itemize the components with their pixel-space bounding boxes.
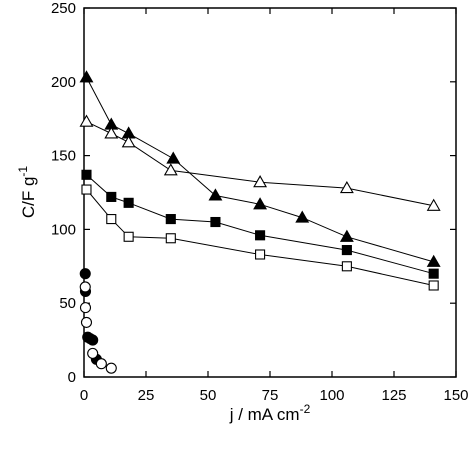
data-point: [341, 261, 352, 272]
data-point: [79, 70, 94, 83]
y-axis-title-exponent: -1: [16, 166, 30, 177]
x-tick-label: 50: [200, 387, 217, 404]
data-point: [87, 347, 99, 359]
data-point: [87, 334, 99, 346]
y-axis-title: C/F g-1: [16, 166, 38, 219]
data-point: [80, 316, 93, 328]
series-triangle-open: [79, 114, 441, 211]
plot-frame: [83, 7, 457, 378]
x-tick-label: 100: [319, 387, 344, 404]
data-point: [79, 281, 91, 293]
data-point: [426, 254, 441, 267]
series-triangle-filled: [79, 70, 441, 267]
data-point: [255, 249, 266, 260]
series-square-filled: [81, 169, 439, 279]
data-point: [339, 229, 354, 242]
x-tick-label: 75: [262, 387, 279, 404]
data-point: [123, 197, 134, 208]
data-point: [428, 280, 439, 291]
data-point: [339, 180, 354, 194]
data-point: [105, 362, 117, 374]
x-tick-label: 0: [80, 387, 88, 404]
series-square-open: [81, 184, 439, 291]
data-point: [341, 245, 352, 256]
x-axis-title-exponent: -2: [300, 402, 311, 416]
data-point: [253, 197, 268, 210]
x-tick-label: 25: [138, 387, 155, 404]
data-point: [255, 230, 266, 241]
data-point: [166, 151, 181, 164]
data-point: [121, 135, 136, 148]
x-tick-label: 125: [381, 387, 406, 404]
data-point: [163, 163, 178, 176]
y-tick-label: 0: [68, 369, 76, 386]
series-circle-open: [79, 281, 117, 374]
data-point: [106, 214, 117, 225]
y-tick-label: 200: [51, 74, 76, 91]
data-point: [79, 114, 94, 127]
data-point: [208, 188, 223, 201]
data-point: [79, 302, 92, 314]
data-point: [426, 198, 441, 211]
y-tick-label: 250: [51, 0, 76, 17]
y-tick-label: 150: [51, 148, 76, 165]
data-point: [79, 268, 91, 280]
data-point: [165, 233, 176, 244]
y-tick-label: 50: [59, 295, 76, 312]
data-point: [104, 126, 119, 139]
data-point: [81, 184, 92, 195]
data-point: [253, 175, 268, 188]
x-tick-label: 150: [443, 387, 468, 404]
x-axis-title: j / mA cm-2: [229, 402, 311, 424]
data-point: [428, 268, 439, 279]
series-line: [86, 121, 434, 207]
data-point: [210, 216, 221, 228]
data-series: [79, 70, 441, 374]
axis-ticks: 0 25 50 75 100 125 150 0 50 100 150 200 250: [51, 0, 469, 404]
data-point: [81, 169, 92, 180]
data-point: [123, 231, 134, 242]
y-tick-label: 100: [51, 221, 76, 238]
data-point: [95, 358, 107, 370]
data-point: [295, 210, 310, 223]
data-point: [165, 214, 176, 225]
data-point: [106, 191, 117, 202]
